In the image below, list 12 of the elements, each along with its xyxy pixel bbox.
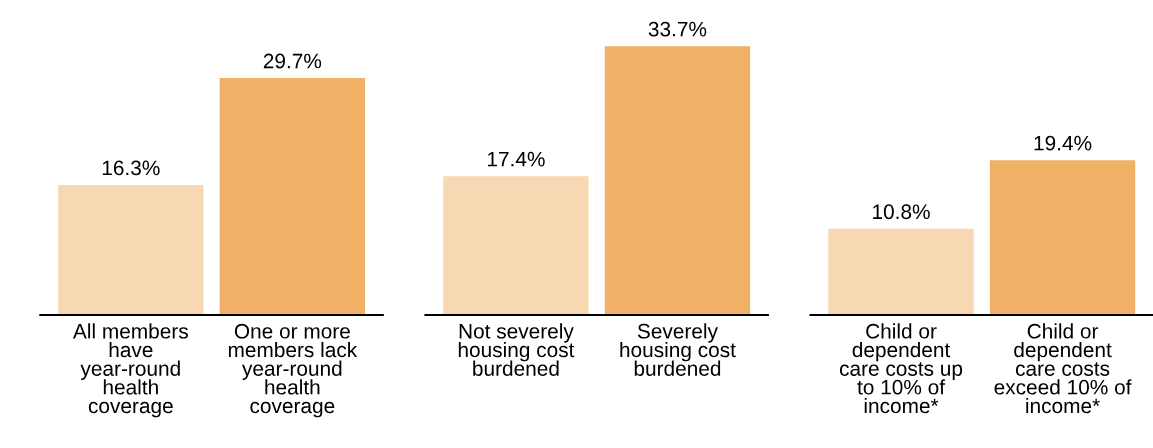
x-tick-label: All members have year-round health coverage [72,323,188,418]
data-label: 29.7% [263,53,322,69]
data-label: 17.4% [487,151,545,167]
x-tick-label: Not severely housing cost burdened [458,323,575,376]
data-label: 16.3% [102,160,160,176]
data-label: 19.4% [1034,135,1092,151]
x-tick-label: Child or dependent care costs up to 10% of income* [839,323,963,414]
x-tick-label: One or more members lack year-round health coverage [228,323,358,418]
x-tick-label: Child or dependent care costs exceed 10% of income* [994,323,1132,414]
data-label: 33.7% [648,21,707,37]
x-tick-label: Severely housing cost burdened [620,323,736,376]
data-label: 10.8% [873,204,930,220]
